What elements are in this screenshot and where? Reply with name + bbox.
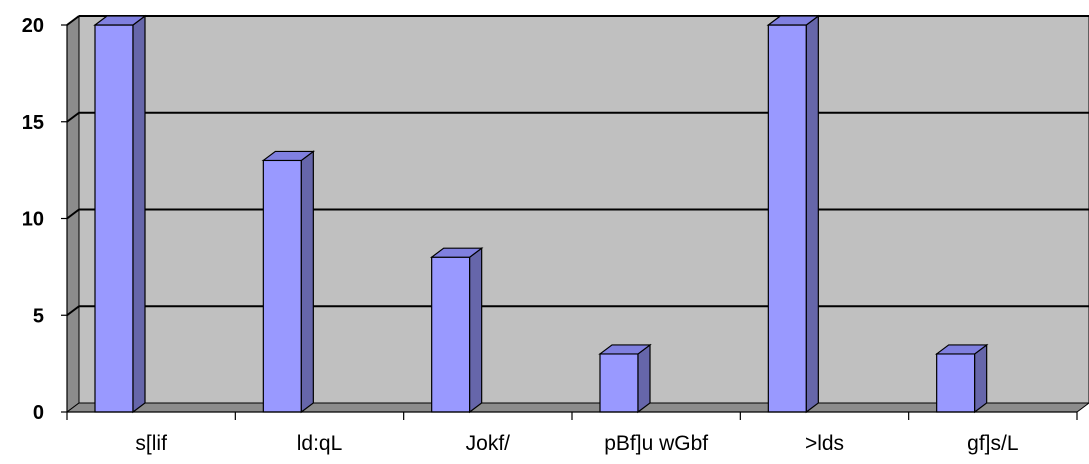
x-tick-labels: s[lif ld:qL Jokf/pBf]u wGbf >lds gf]s/L — [135, 432, 1018, 455]
x-tick-label: s[lif — [135, 432, 167, 455]
y-tick-label: 15 — [22, 112, 44, 134]
bar — [598, 343, 652, 414]
axes — [61, 24, 1078, 420]
bar-top — [766, 15, 821, 26]
bar — [934, 343, 989, 414]
bar — [766, 14, 821, 414]
bar-side — [974, 343, 988, 414]
y-tick-label: 20 — [22, 15, 44, 37]
bar — [429, 246, 484, 414]
gridline-side — [66, 208, 80, 220]
bar-top — [429, 247, 484, 258]
bar-front — [599, 353, 639, 413]
y-tick-label: 10 — [22, 209, 44, 231]
bar-top — [934, 344, 989, 355]
x-tick-label: gf]s/L — [967, 432, 1018, 455]
floor — [65, 402, 1089, 413]
plot-walls — [65, 15, 1089, 413]
x-tick-label: >lds — [805, 432, 844, 455]
bar-top — [261, 150, 316, 162]
bar-side — [637, 343, 651, 414]
bar-front — [94, 24, 134, 413]
gridline-side — [66, 305, 80, 317]
bar-top — [598, 344, 652, 355]
bar-side — [469, 246, 483, 414]
bar-front — [262, 159, 302, 413]
y-tick-label: 0 — [33, 402, 44, 424]
bar — [261, 150, 316, 414]
bar — [93, 14, 147, 414]
bar-front — [431, 256, 471, 413]
y-tick-labels: 0 5 10 15 20 — [22, 15, 44, 424]
bar-side — [132, 14, 146, 414]
gridline-side — [66, 15, 80, 26]
bar-front — [936, 353, 976, 413]
bar-front — [767, 24, 807, 413]
x-tick-label: pBf]u wGbf — [604, 432, 708, 455]
y-tick-label: 5 — [33, 305, 44, 327]
x-tick-label: Jokf/ — [466, 432, 511, 455]
gridlines — [66, 15, 1089, 317]
bar-side — [300, 150, 314, 414]
x-tick-label: ld:qL — [297, 432, 343, 455]
bar-top — [93, 15, 147, 26]
bar-side — [805, 14, 819, 414]
gridline-side — [66, 111, 80, 123]
bars — [93, 14, 989, 414]
